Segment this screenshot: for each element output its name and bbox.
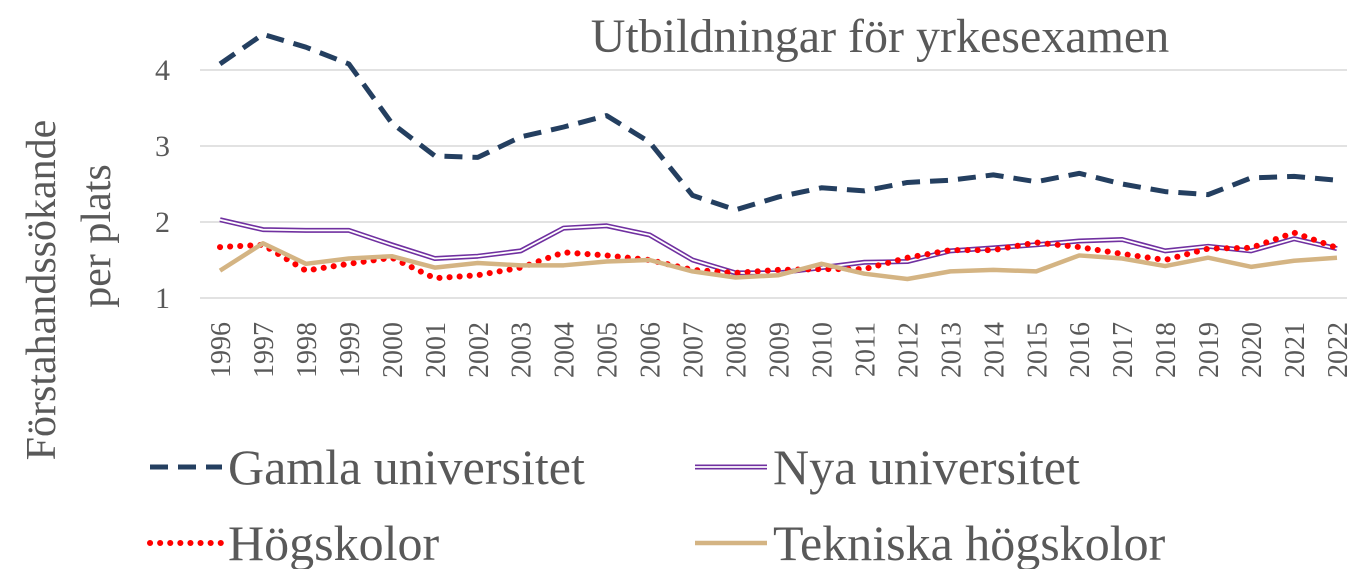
series-line (217, 229, 1340, 282)
x-tick-label: 2009 (765, 322, 796, 378)
x-tick-label: 2001 (421, 322, 452, 378)
x-tick-label: 1999 (335, 322, 366, 378)
legend-label: Gamla universitet (228, 439, 585, 495)
y-tick-label: 4 (155, 54, 170, 87)
series-line (218, 31, 1338, 213)
x-tick-label: 2005 (593, 322, 624, 378)
x-tick-label: 2008 (722, 322, 753, 378)
x-tick-label: 2011 (850, 322, 881, 377)
x-tick-label: 2012 (893, 322, 924, 378)
legend-label: Nya universitet (773, 439, 1080, 495)
y-tick-label: 2 (155, 206, 170, 239)
x-tick-label: 1998 (292, 322, 323, 378)
y-axis-label: per plats (74, 164, 120, 307)
x-tick-label: 2004 (550, 322, 581, 378)
legend-label: Tekniska högskolor (773, 515, 1166, 569)
y-tick-label: 3 (155, 130, 170, 163)
y-axis-label: Förstahandssökande (19, 120, 65, 461)
legend-label: Högskolor (228, 515, 439, 569)
x-tick-label: 2019 (1194, 322, 1225, 378)
x-tick-label: 2016 (1065, 322, 1096, 378)
x-tick-label: 2022 (1323, 322, 1349, 378)
x-tick-label: 1996 (206, 322, 237, 378)
x-tick-label: 1997 (249, 322, 280, 378)
x-tick-label: 2021 (1280, 322, 1311, 378)
series-line (218, 241, 1338, 282)
x-tick-label: 2007 (679, 322, 710, 378)
x-tick-label: 2018 (1151, 322, 1182, 378)
x-tick-label: 2020 (1237, 322, 1268, 378)
x-tick-label: 2014 (979, 322, 1010, 378)
x-tick-label: 2015 (1022, 322, 1053, 378)
x-tick-label: 2003 (507, 322, 538, 378)
x-tick-label: 2010 (807, 322, 838, 378)
x-tick-label: 2013 (936, 322, 967, 378)
chart-title: Utbildningar för yrkesexamen (591, 10, 1169, 63)
x-tick-label: 2002 (464, 322, 495, 378)
x-tick-label: 2000 (378, 322, 409, 378)
y-tick-label: 1 (155, 282, 170, 315)
x-tick-label: 2006 (636, 322, 667, 378)
x-tick-label: 2017 (1108, 322, 1139, 378)
